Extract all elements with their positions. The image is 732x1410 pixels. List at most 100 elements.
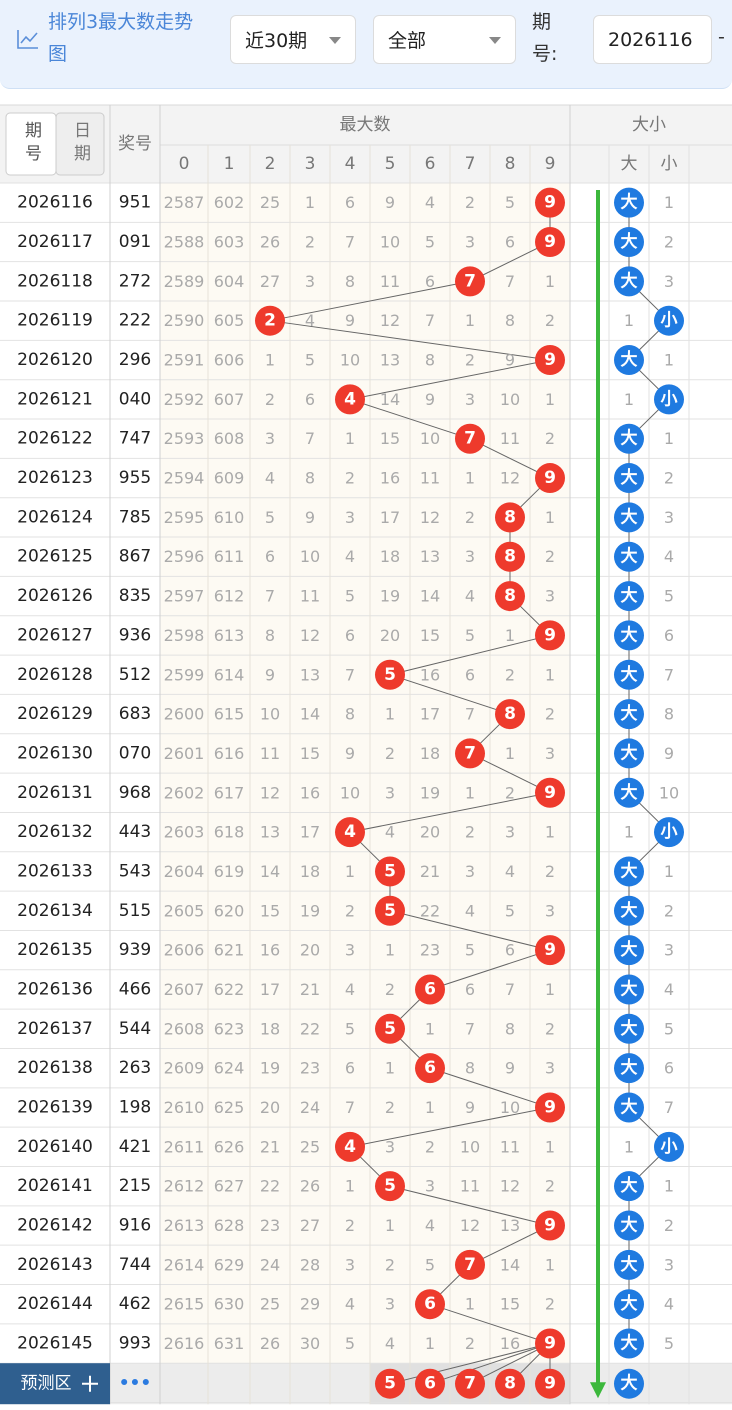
omission: 2 (345, 1216, 355, 1235)
hit-ball-label: 5 (384, 861, 396, 881)
size-omission: 3 (664, 508, 674, 527)
hit-ball-label: 9 (544, 350, 556, 370)
omission: 11 (380, 272, 400, 291)
omission: 9 (505, 1059, 515, 1078)
hit-ball (455, 738, 485, 769)
omission: 606 (214, 351, 245, 370)
omission: 20 (420, 823, 440, 842)
omission: 2596 (164, 547, 205, 566)
filter-select[interactable]: 全部 (373, 15, 516, 64)
issue-value: 2026116 (608, 28, 693, 51)
predict-bg (0, 1363, 732, 1405)
size-ball-label: 大 (621, 664, 638, 685)
hit-ball (375, 1171, 405, 1202)
omission: 4 (265, 469, 275, 488)
omission: 21 (260, 1137, 280, 1156)
prize-number: 785 (119, 507, 151, 527)
issue: 2026122 (17, 429, 93, 449)
head-bg (0, 105, 732, 183)
omission: 22 (260, 1177, 280, 1196)
omission: 2604 (164, 862, 205, 881)
omission: 2593 (164, 429, 205, 448)
omission: 4 (505, 862, 515, 881)
omission: 2 (545, 862, 555, 881)
omission: 8 (345, 272, 355, 291)
omission: 3 (465, 233, 475, 252)
hit-ball (335, 817, 365, 848)
omission: 27 (260, 272, 280, 291)
prize-number: 198 (119, 1097, 151, 1117)
hit-ball (495, 502, 525, 533)
omission: 3 (345, 508, 355, 527)
size-ball (614, 1053, 644, 1084)
omission: 5 (305, 351, 315, 370)
issue: 2026136 (17, 979, 93, 999)
omission: 9 (345, 311, 355, 330)
date-tab[interactable] (55, 112, 105, 176)
omission: 2601 (164, 744, 205, 763)
size-ball (614, 1171, 644, 1202)
omission: 2591 (164, 351, 205, 370)
omission: 18 (420, 744, 440, 763)
omission: 2609 (164, 1059, 205, 1078)
size-ball (614, 895, 644, 926)
hit-ball-label: 2 (264, 311, 276, 331)
omission: 611 (214, 547, 245, 566)
predict-more[interactable]: ••• (119, 1374, 152, 1394)
omission: 7 (345, 233, 355, 252)
omission: 12 (300, 626, 320, 645)
issue: 2026145 (17, 1334, 93, 1354)
prize-number: 515 (119, 901, 151, 921)
size-ball (614, 1013, 644, 1044)
size-ball (614, 699, 644, 730)
size-omission: 7 (664, 1098, 674, 1117)
omission: 24 (260, 1255, 280, 1274)
omission: 605 (214, 311, 245, 330)
omission: 11 (420, 469, 440, 488)
hit-ball-label: 8 (504, 586, 516, 606)
omission: 2614 (164, 1255, 205, 1274)
size-ball (614, 1249, 644, 1280)
omission: 21 (420, 862, 440, 881)
omission: 6 (465, 980, 475, 999)
omission: 9 (465, 1098, 475, 1117)
omission: 619 (214, 862, 245, 881)
hit-ball-label: 7 (464, 429, 476, 449)
issue: 2026128 (17, 665, 93, 685)
size-ball (614, 423, 644, 454)
prize-number: 951 (119, 193, 151, 213)
omission: 608 (214, 429, 245, 448)
omission: 7 (505, 980, 515, 999)
hit-ball-label: 9 (544, 1097, 556, 1117)
issue-input[interactable]: 2026116 (593, 15, 712, 64)
omission: 7 (465, 1019, 475, 1038)
issue: 2026134 (17, 901, 93, 921)
prize-number: 272 (119, 271, 151, 291)
omission: 29 (300, 1295, 320, 1314)
omission: 15 (260, 901, 280, 920)
omission: 6 (505, 233, 515, 252)
filter-value: 全部 (388, 30, 427, 52)
prize-number: 462 (119, 1294, 151, 1314)
omission: 5 (425, 233, 435, 252)
digit-head: 5 (385, 154, 396, 174)
prize-number: 747 (119, 429, 151, 449)
omission: 3 (385, 783, 395, 802)
hit-ball-label: 6 (424, 1058, 436, 1078)
hit-ball (535, 935, 565, 966)
omission: 12 (460, 1216, 480, 1235)
omission: 2611 (164, 1137, 205, 1156)
size-ball-label: 大 (621, 1057, 638, 1078)
hit-ball (535, 463, 565, 494)
omission: 9 (345, 744, 355, 763)
omission: 2588 (164, 233, 205, 252)
size-ball (614, 738, 644, 769)
omission: 15 (380, 429, 400, 448)
range-select[interactable]: 近30期 (230, 15, 356, 64)
omission: 13 (260, 823, 280, 842)
omission: 603 (214, 233, 245, 252)
omission: 5 (345, 587, 355, 606)
hit-ball (455, 266, 485, 297)
size-omission: 5 (664, 1019, 674, 1038)
